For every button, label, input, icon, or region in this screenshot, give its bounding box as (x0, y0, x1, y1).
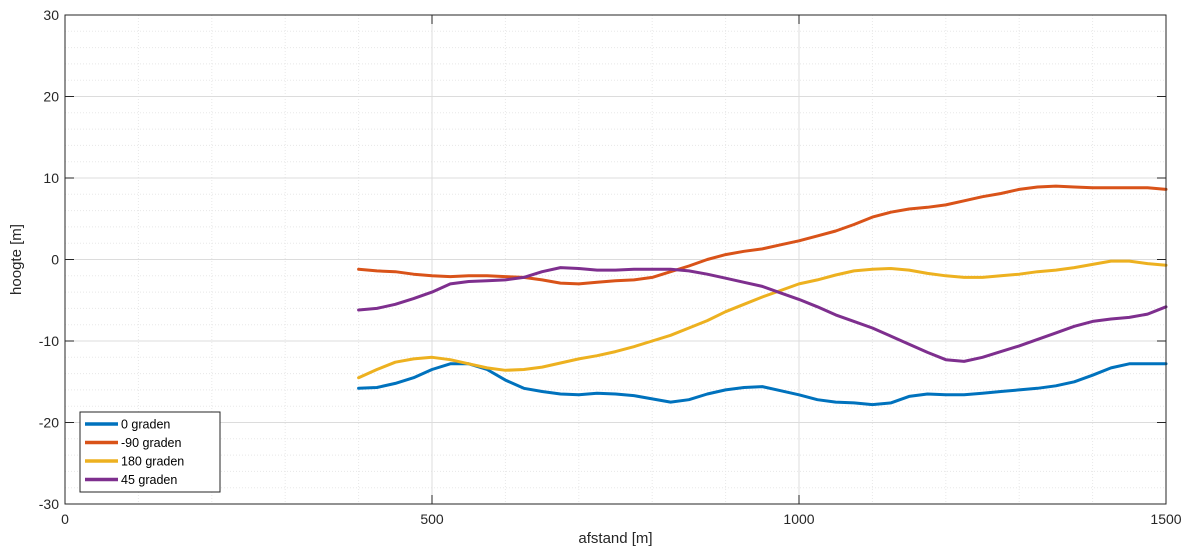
series-line-3 (357, 259, 1168, 380)
y-tick-label: 10 (43, 170, 59, 186)
y-tick-label: 30 (43, 7, 59, 23)
legend-label: -90 graden (121, 436, 182, 450)
legend-label: 45 graden (121, 473, 177, 487)
x-tick-label: 1500 (1150, 511, 1181, 527)
legend: 0 graden -90 graden 180 graden 45 graden (79, 411, 221, 493)
y-tick-label: -30 (39, 496, 59, 512)
x-tick-label: 0 (61, 511, 69, 527)
series-line-4 (357, 266, 1168, 363)
series-line-1 (357, 362, 1168, 407)
y-tick-label: 20 (43, 89, 59, 105)
tick-labels: 0 500 1000 1500 -30 -20 -10 0 10 20 30 (39, 7, 1182, 527)
grid (64, 14, 1167, 505)
x-tick-label: 500 (420, 511, 444, 527)
legend-label: 0 graden (121, 418, 170, 432)
legend-label: 180 graden (121, 455, 184, 469)
x-axis-label: afstand [m] (578, 530, 652, 547)
series-line-2 (357, 184, 1168, 286)
x-tick-label: 1000 (783, 511, 814, 527)
axes-frame (64, 14, 1167, 505)
y-tick-label: -10 (39, 333, 59, 349)
y-axis-label: hoogte [m] (8, 224, 25, 295)
series-lines (357, 184, 1168, 407)
y-tick-label: 0 (51, 252, 59, 268)
y-tick-label: -20 (39, 415, 59, 431)
